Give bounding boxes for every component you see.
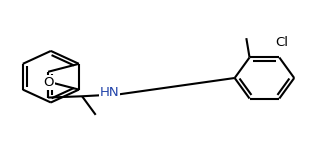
Text: O: O [44,76,54,89]
Text: HN: HN [100,86,119,99]
Text: Cl: Cl [275,36,288,49]
